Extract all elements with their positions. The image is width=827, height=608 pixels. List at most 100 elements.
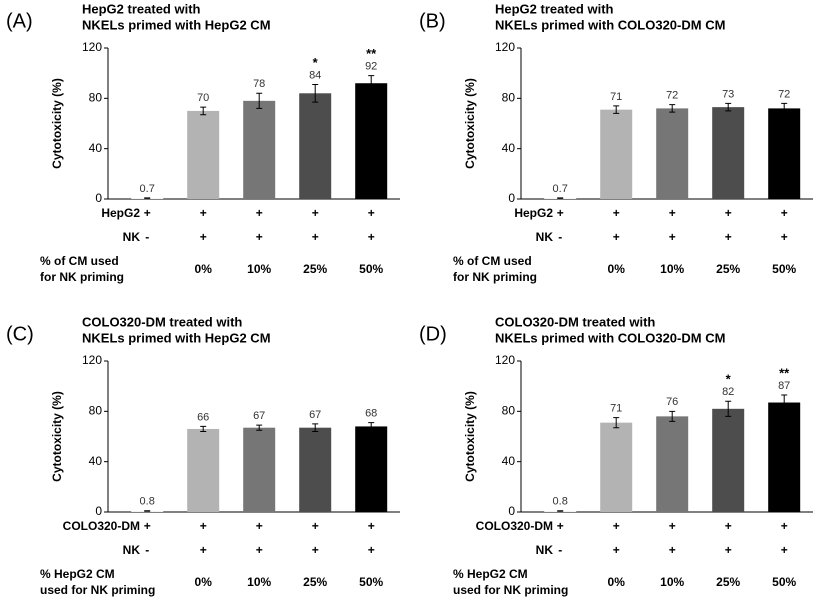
bar bbox=[243, 427, 276, 512]
row-label: COLO320-DM bbox=[63, 519, 140, 533]
row-label: for NK priming bbox=[453, 270, 537, 284]
row-label: NK bbox=[123, 230, 141, 244]
bar bbox=[656, 416, 689, 512]
row-cell: + bbox=[144, 519, 151, 533]
row-cell: - bbox=[145, 230, 149, 244]
significance-mark: * bbox=[726, 372, 732, 387]
row-label: HepG2 bbox=[514, 206, 553, 220]
y-axis-label: Cytotoxicity (%) bbox=[463, 78, 477, 169]
error-bar bbox=[613, 417, 620, 429]
value-label: 68 bbox=[365, 408, 377, 420]
row-cell: + bbox=[613, 543, 620, 557]
value-label: 72 bbox=[666, 90, 678, 102]
value-label: 73 bbox=[722, 88, 734, 100]
value-label: 78 bbox=[253, 78, 265, 90]
value-label: 0.8 bbox=[553, 496, 568, 508]
error-bar bbox=[312, 423, 319, 432]
y-tick-label: 80 bbox=[502, 404, 516, 418]
row-label: % of CM used bbox=[453, 254, 532, 268]
error-bar bbox=[557, 510, 564, 512]
y-tick-label: 120 bbox=[82, 40, 102, 54]
bar bbox=[243, 100, 276, 199]
panel-label: (D) bbox=[419, 323, 447, 345]
row-cell: 25% bbox=[716, 262, 740, 276]
significance-mark: * bbox=[313, 55, 319, 70]
row-cell: + bbox=[368, 230, 375, 244]
value-label: 82 bbox=[722, 386, 734, 398]
y-tick-label: 0 bbox=[508, 504, 515, 518]
y-tick-label: 0 bbox=[95, 191, 102, 205]
row-cell: + bbox=[669, 519, 676, 533]
error-bar bbox=[144, 510, 151, 512]
row-cell: + bbox=[781, 206, 788, 220]
row-cell: - bbox=[558, 230, 562, 244]
bar bbox=[355, 426, 388, 512]
error-bar bbox=[256, 92, 263, 109]
row-cell: + bbox=[368, 519, 375, 533]
row-cell: + bbox=[669, 543, 676, 557]
row-label: NK bbox=[536, 543, 554, 557]
chart-title: HepG2 treated with bbox=[82, 1, 201, 16]
row-cell: + bbox=[256, 206, 263, 220]
y-axis-label: Cytotoxicity (%) bbox=[50, 78, 64, 169]
bar bbox=[355, 83, 388, 199]
row-cell: 10% bbox=[660, 575, 684, 589]
row-cell: 50% bbox=[772, 575, 796, 589]
value-label: 92 bbox=[365, 61, 377, 73]
error-bar bbox=[368, 422, 375, 431]
error-bar bbox=[781, 394, 788, 411]
row-cell: 0% bbox=[608, 262, 626, 276]
row-cell: + bbox=[256, 519, 263, 533]
error-bar bbox=[256, 424, 263, 431]
value-label: 71 bbox=[610, 91, 622, 103]
significance-mark: ** bbox=[779, 365, 790, 380]
y-tick-label: 40 bbox=[502, 141, 516, 155]
row-cell: + bbox=[781, 230, 788, 244]
chart-title: NKELs primed with HepG2 CM bbox=[82, 330, 271, 345]
row-cell: + bbox=[669, 206, 676, 220]
row-cell: + bbox=[200, 206, 207, 220]
row-cell: + bbox=[312, 519, 319, 533]
panel-label: (A) bbox=[6, 10, 33, 32]
panel-label: (C) bbox=[6, 323, 34, 345]
row-label: for NK priming bbox=[40, 270, 124, 284]
error-bar bbox=[669, 410, 676, 422]
row-cell: + bbox=[613, 519, 620, 533]
error-bar bbox=[781, 102, 788, 114]
bar bbox=[768, 402, 801, 512]
bar bbox=[712, 408, 745, 512]
row-cell: + bbox=[781, 519, 788, 533]
chart-title: NKELs primed with COLO320-DM CM bbox=[495, 17, 725, 32]
y-tick-label: 40 bbox=[502, 454, 516, 468]
y-tick-label: 0 bbox=[508, 191, 515, 205]
row-cell: + bbox=[613, 230, 620, 244]
row-cell: + bbox=[200, 543, 207, 557]
row-cell: - bbox=[558, 543, 562, 557]
row-cell: + bbox=[312, 230, 319, 244]
value-label: 76 bbox=[666, 396, 678, 408]
row-cell: 10% bbox=[660, 262, 684, 276]
error-bar bbox=[669, 104, 676, 113]
bar bbox=[187, 428, 220, 512]
value-label: 72 bbox=[778, 88, 790, 100]
row-cell: + bbox=[557, 519, 564, 533]
row-cell: + bbox=[368, 543, 375, 557]
y-tick-label: 40 bbox=[89, 454, 103, 468]
value-label: 67 bbox=[253, 410, 265, 422]
error-bar bbox=[144, 197, 151, 199]
row-cell: 50% bbox=[359, 575, 383, 589]
bar bbox=[712, 107, 745, 199]
y-tick-label: 80 bbox=[502, 91, 516, 105]
row-cell: + bbox=[725, 543, 732, 557]
error-bar bbox=[312, 83, 319, 103]
row-cell: + bbox=[368, 206, 375, 220]
row-cell: - bbox=[145, 543, 149, 557]
row-label: used for NK priming bbox=[40, 583, 155, 597]
chart-title: NKELs primed with HepG2 CM bbox=[82, 17, 271, 32]
row-cell: + bbox=[669, 230, 676, 244]
bar bbox=[600, 422, 633, 512]
value-label: 70 bbox=[197, 92, 209, 104]
value-label: 0.7 bbox=[553, 183, 568, 195]
y-tick-label: 120 bbox=[82, 353, 102, 367]
value-label: 84 bbox=[309, 69, 321, 81]
